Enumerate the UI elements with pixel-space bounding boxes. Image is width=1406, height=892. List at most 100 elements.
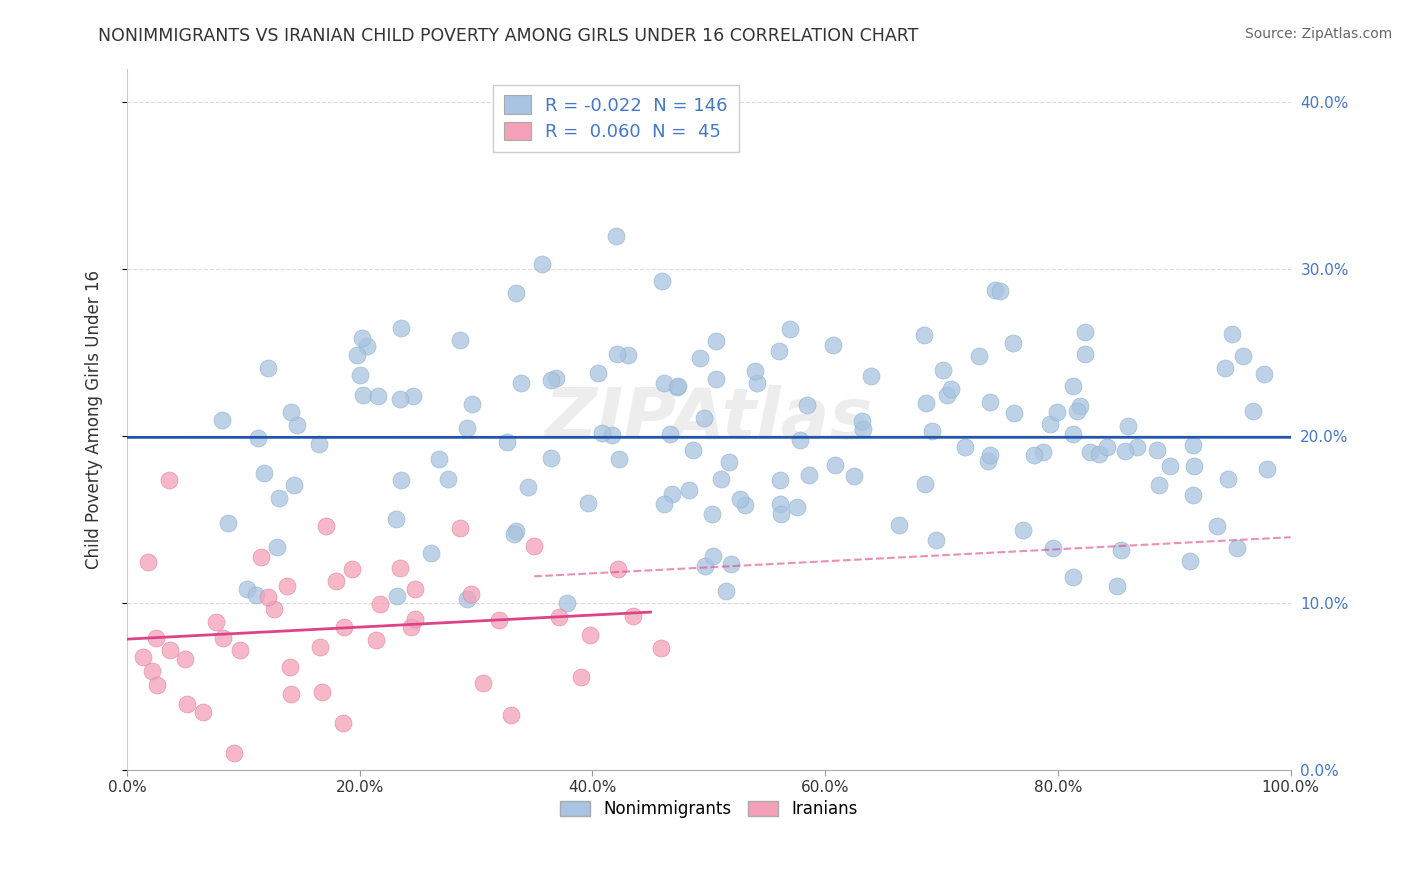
- Point: [579, 628, 602, 642]
- Point: [1062, 379, 1084, 393]
- Point: [350, 331, 373, 345]
- Point: [859, 368, 882, 383]
- Point: [789, 433, 811, 447]
- Point: [652, 497, 675, 511]
- Point: [389, 321, 412, 335]
- Point: [912, 328, 935, 343]
- Point: [607, 561, 630, 575]
- Point: [1182, 459, 1205, 474]
- Point: [402, 389, 425, 403]
- Point: [437, 473, 460, 487]
- Point: [315, 519, 337, 533]
- Point: [1256, 461, 1278, 475]
- Point: [666, 379, 689, 393]
- Point: [460, 587, 482, 601]
- Point: [661, 487, 683, 501]
- Point: [931, 363, 953, 377]
- Point: [510, 376, 533, 391]
- Point: [1206, 519, 1229, 533]
- Point: [1032, 445, 1054, 459]
- Point: [385, 589, 408, 603]
- Point: [1066, 404, 1088, 418]
- Point: [159, 642, 181, 657]
- Point: [269, 491, 291, 505]
- Point: [921, 424, 943, 438]
- Point: [652, 376, 675, 390]
- Point: [340, 562, 363, 576]
- Point: [278, 660, 301, 674]
- Point: [420, 546, 443, 560]
- Point: [693, 558, 716, 573]
- Point: [796, 398, 818, 412]
- Point: [1062, 569, 1084, 583]
- Point: [1218, 472, 1240, 486]
- Point: [456, 591, 478, 606]
- Point: [1062, 427, 1084, 442]
- Point: [136, 555, 159, 569]
- Point: [496, 435, 519, 450]
- Point: [586, 366, 609, 380]
- Point: [702, 549, 724, 564]
- Point: [1042, 541, 1064, 556]
- Point: [472, 675, 495, 690]
- Point: [404, 612, 426, 626]
- Point: [824, 458, 846, 472]
- Point: [745, 376, 768, 390]
- Point: [399, 620, 422, 634]
- Point: [311, 684, 333, 698]
- Y-axis label: Child Poverty Among Girls Under 16: Child Poverty Among Girls Under 16: [86, 269, 103, 569]
- Point: [988, 284, 1011, 298]
- Point: [205, 615, 228, 629]
- Point: [1039, 417, 1062, 431]
- Point: [530, 257, 553, 271]
- Point: [1109, 543, 1132, 558]
- Point: [852, 421, 875, 435]
- Point: [145, 631, 167, 645]
- Point: [936, 388, 959, 402]
- Point: [718, 455, 741, 469]
- Point: [257, 361, 280, 376]
- Point: [385, 512, 408, 526]
- Point: [1069, 399, 1091, 413]
- Point: [404, 582, 426, 596]
- Point: [710, 472, 733, 486]
- Point: [1253, 368, 1275, 382]
- Point: [1002, 336, 1025, 351]
- Point: [356, 338, 378, 352]
- Point: [523, 128, 546, 143]
- Point: [502, 527, 524, 541]
- Point: [769, 497, 792, 511]
- Point: [714, 583, 737, 598]
- Point: [1012, 523, 1035, 537]
- Point: [280, 687, 302, 701]
- Point: [211, 631, 233, 645]
- Point: [617, 348, 640, 362]
- Point: [333, 620, 356, 634]
- Point: [449, 334, 471, 348]
- Point: [605, 228, 627, 243]
- Point: [146, 678, 169, 692]
- Point: [955, 440, 977, 454]
- Point: [744, 364, 766, 378]
- Point: [557, 596, 579, 610]
- Point: [734, 498, 756, 512]
- Point: [245, 588, 267, 602]
- Point: [461, 397, 484, 411]
- Point: [352, 387, 374, 401]
- Point: [1116, 419, 1139, 434]
- Point: [540, 373, 562, 387]
- Point: [131, 649, 153, 664]
- Point: [1241, 404, 1264, 418]
- Point: [517, 481, 540, 495]
- Point: [257, 590, 280, 604]
- Point: [1182, 488, 1205, 502]
- Point: [621, 608, 644, 623]
- Point: [591, 425, 613, 440]
- Point: [925, 533, 948, 547]
- Point: [266, 540, 288, 554]
- Point: [285, 418, 308, 433]
- Point: [665, 380, 688, 394]
- Point: [786, 500, 808, 514]
- Point: [389, 392, 412, 407]
- Point: [1146, 443, 1168, 458]
